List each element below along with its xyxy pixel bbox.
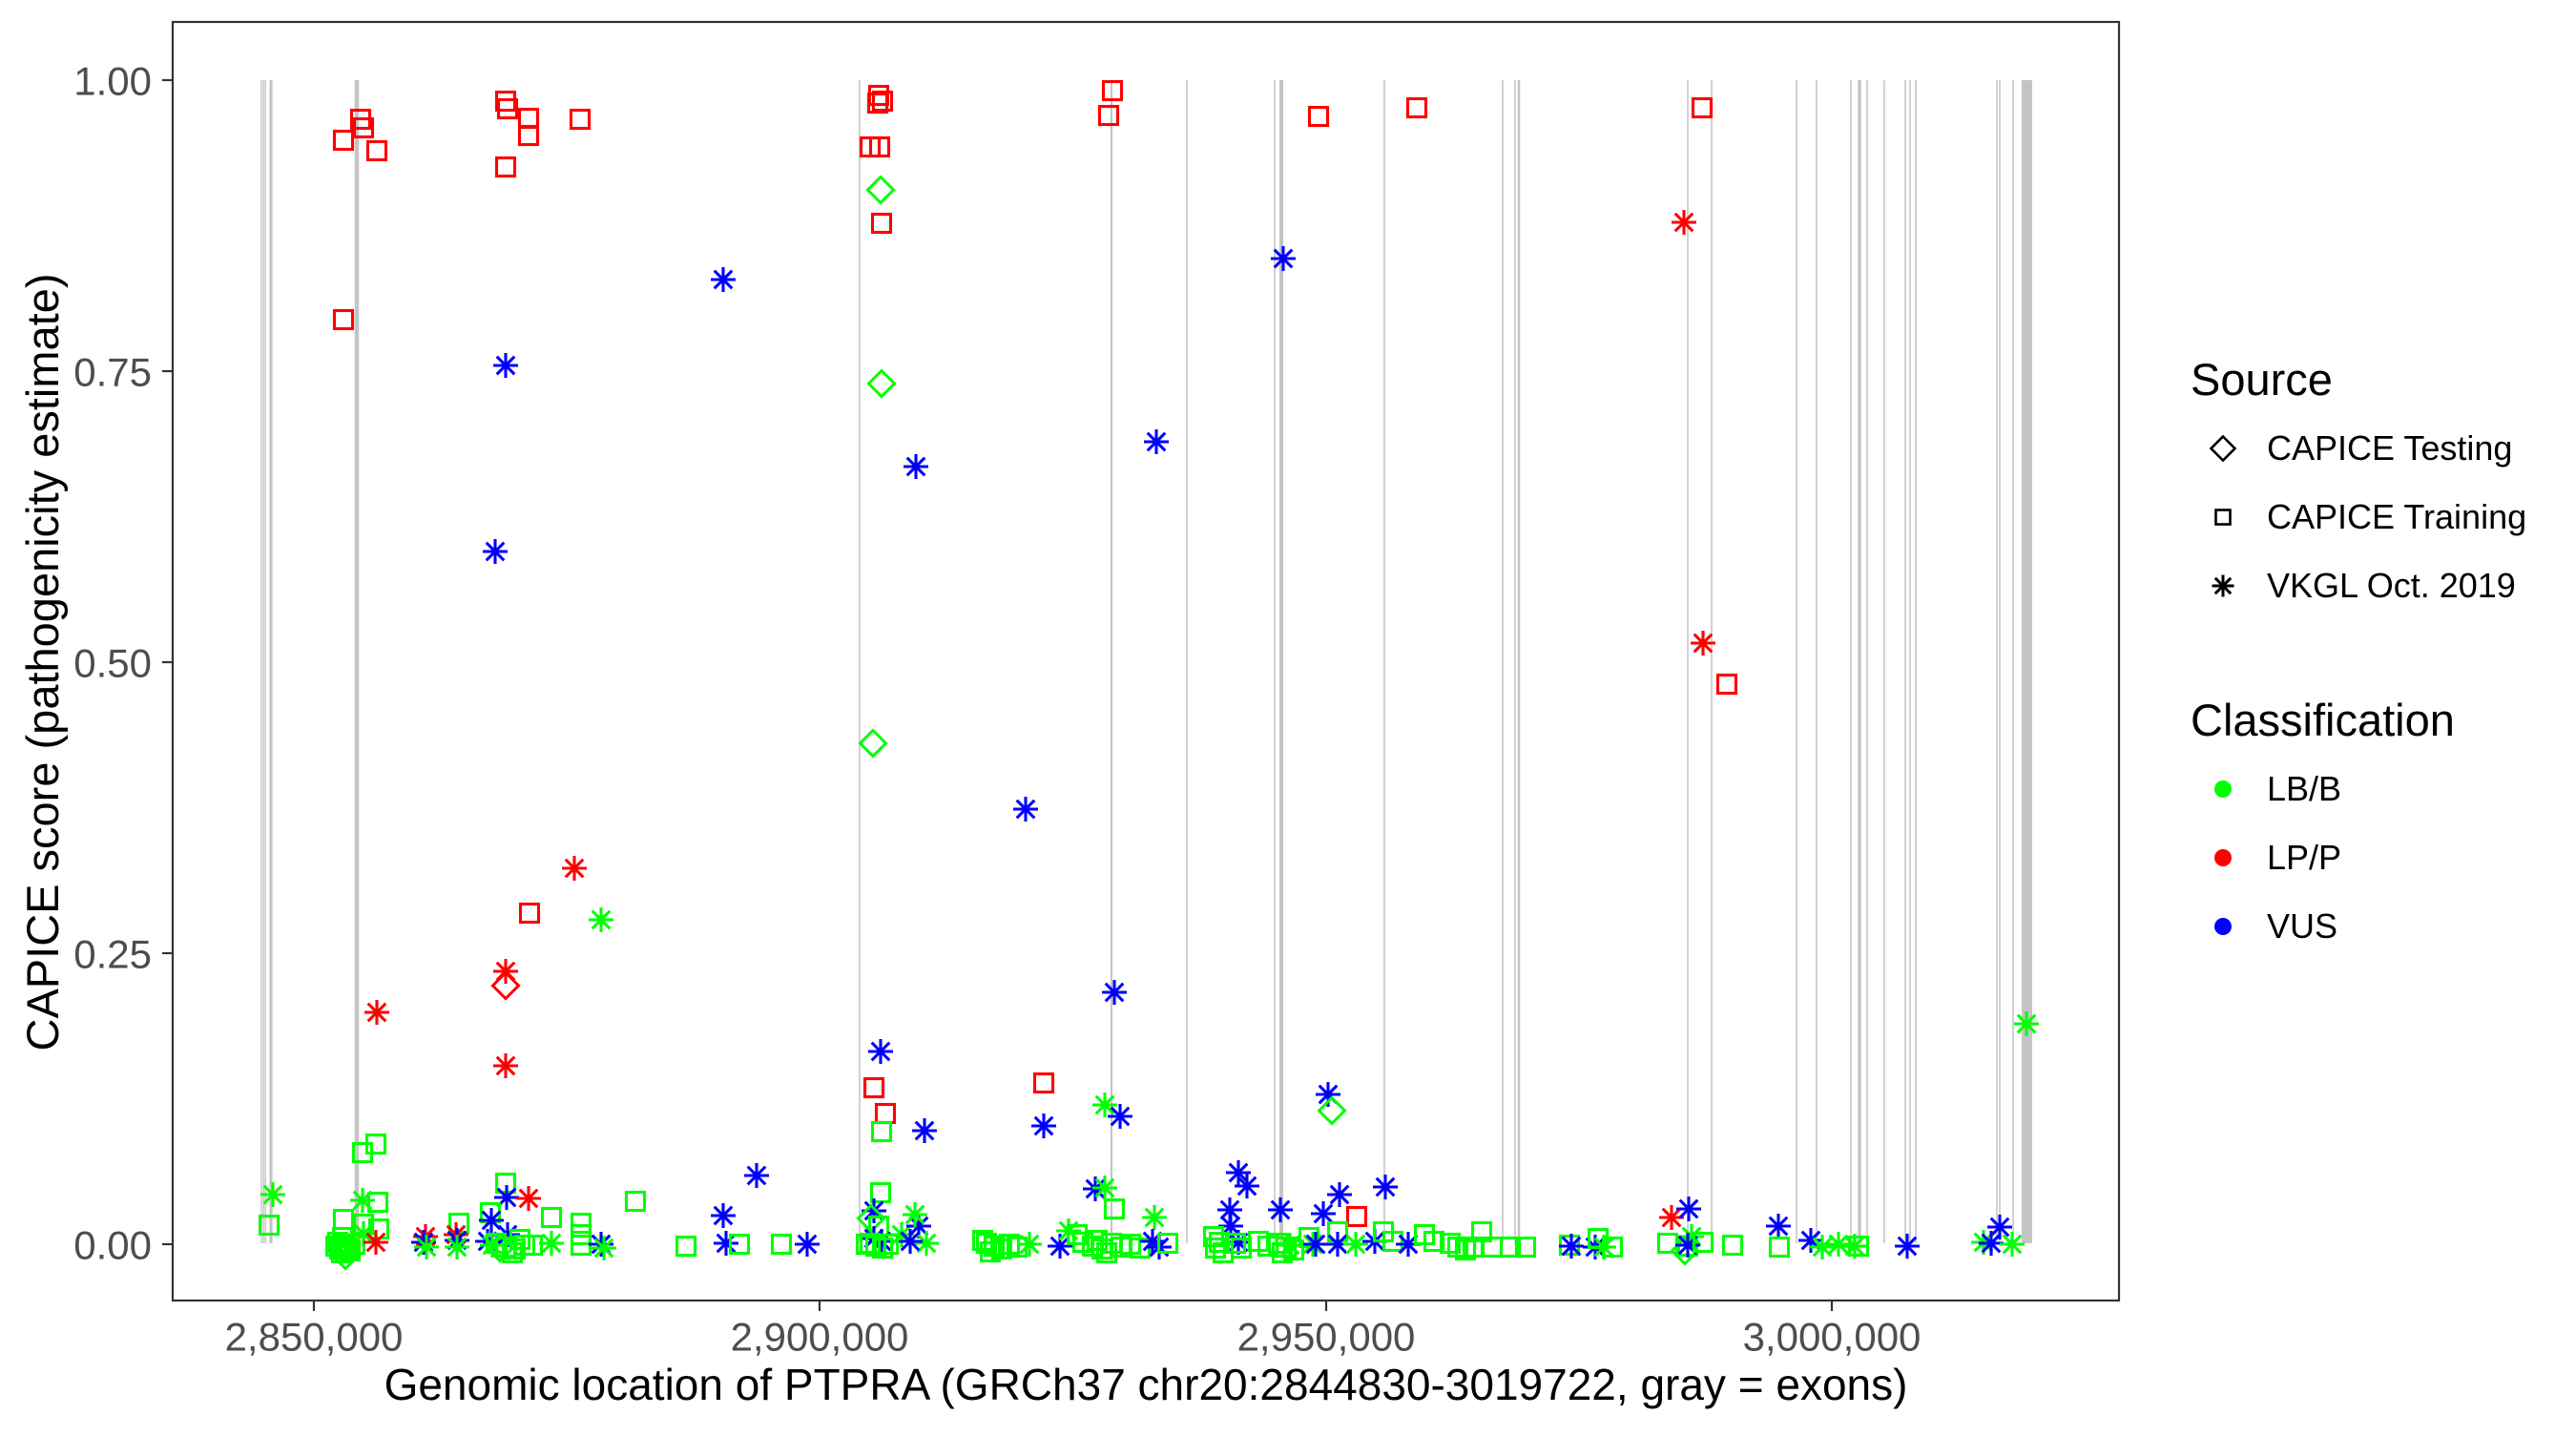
svg-text:LB/B: LB/B: [2267, 769, 2341, 808]
svg-text:0.50: 0.50: [73, 641, 152, 686]
svg-text:1.00: 1.00: [73, 59, 152, 104]
svg-text:Source: Source: [2191, 354, 2333, 405]
svg-text:VUS: VUS: [2267, 906, 2337, 946]
svg-text:2,900,000: 2,900,000: [731, 1315, 909, 1360]
svg-text:Genomic location of PTPRA (GRC: Genomic location of PTPRA (GRCh37 chr20:…: [384, 1360, 1908, 1409]
svg-text:CAPICE score (pathogenicity es: CAPICE score (pathogenicity estimate): [17, 274, 68, 1051]
svg-text:2,850,000: 2,850,000: [225, 1315, 404, 1360]
svg-text:Classification: Classification: [2191, 695, 2455, 745]
svg-text:0.25: 0.25: [73, 932, 152, 977]
svg-text:VKGL Oct. 2019: VKGL Oct. 2019: [2267, 566, 2516, 605]
svg-text:3,000,000: 3,000,000: [1743, 1315, 1922, 1360]
svg-text:CAPICE Testing: CAPICE Testing: [2267, 428, 2512, 468]
svg-text:2,950,000: 2,950,000: [1237, 1315, 1416, 1360]
svg-text:0.75: 0.75: [73, 350, 152, 395]
svg-text:LP/P: LP/P: [2267, 838, 2341, 877]
svg-text:CAPICE Training: CAPICE Training: [2267, 497, 2526, 536]
svg-text:0.00: 0.00: [73, 1223, 152, 1268]
